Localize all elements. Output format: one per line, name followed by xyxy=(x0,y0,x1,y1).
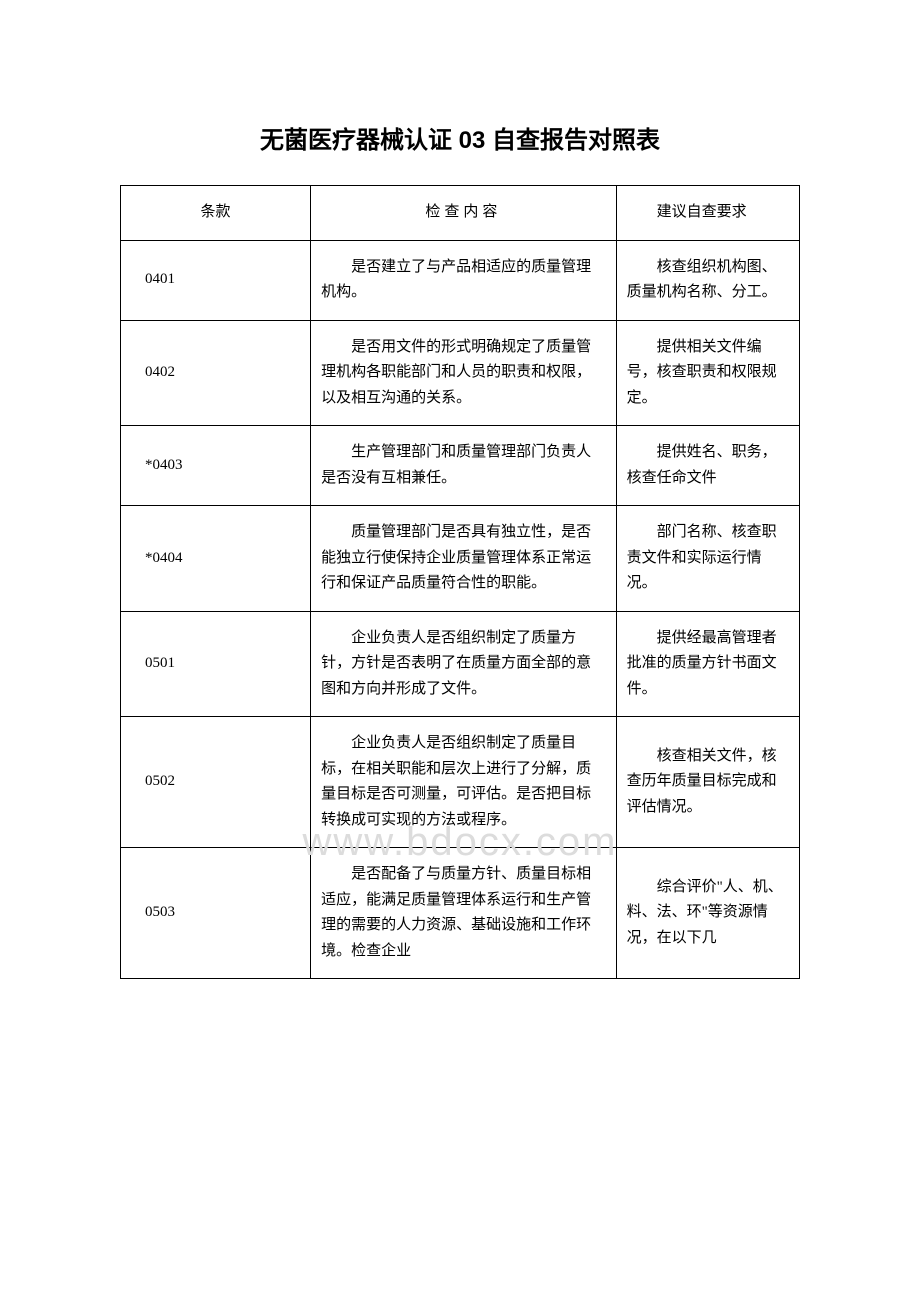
cell-requirement: 综合评价"人、机、料、法、环"等资源情况，在以下几 xyxy=(616,848,799,979)
header-content: 检查内容 xyxy=(311,186,617,241)
cell-clause: *0403 xyxy=(121,426,311,506)
table-row: 0502 企业负责人是否组织制定了质量目标，在相关职能和层次上进行了分解，质量目… xyxy=(121,717,800,848)
cell-clause: 0502 xyxy=(121,717,311,848)
cell-requirement: 核查组织机构图、质量机构名称、分工。 xyxy=(616,240,799,320)
header-clause: 条款 xyxy=(121,186,311,241)
cell-content: 是否配备了与质量方针、质量目标相适应，能满足质量管理体系运行和生产管理的需要的人… xyxy=(311,848,617,979)
cell-clause: 0501 xyxy=(121,611,311,717)
table-row: *0403 生产管理部门和质量管理部门负责人是否没有互相兼任。 提供姓名、职务，… xyxy=(121,426,800,506)
cell-requirement: 核查相关文件，核查历年质量目标完成和评估情况。 xyxy=(616,717,799,848)
cell-content: 企业负责人是否组织制定了质量方针，方针是否表明了在质量方面全部的意图和方向并形成… xyxy=(311,611,617,717)
cell-requirement: 提供相关文件编号，核查职责和权限规定。 xyxy=(616,320,799,426)
cell-content: 生产管理部门和质量管理部门负责人是否没有互相兼任。 xyxy=(311,426,617,506)
table-row: *0404 质量管理部门是否具有独立性，是否能独立行使保持企业质量管理体系正常运… xyxy=(121,506,800,612)
table-row: 0401 是否建立了与产品相适应的质量管理机构。 核查组织机构图、质量机构名称、… xyxy=(121,240,800,320)
table-row: 0503 是否配备了与质量方针、质量目标相适应，能满足质量管理体系运行和生产管理… xyxy=(121,848,800,979)
table-wrapper: www.bdocx.com 条款 检查内容 建议自查要求 0401 是否建立了与… xyxy=(120,185,800,979)
cell-content: 是否建立了与产品相适应的质量管理机构。 xyxy=(311,240,617,320)
cell-clause: *0404 xyxy=(121,506,311,612)
cell-requirement: 提供姓名、职务，核查任命文件 xyxy=(616,426,799,506)
table-row: 0501 企业负责人是否组织制定了质量方针，方针是否表明了在质量方面全部的意图和… xyxy=(121,611,800,717)
cell-content: 质量管理部门是否具有独立性，是否能独立行使保持企业质量管理体系正常运行和保证产品… xyxy=(311,506,617,612)
table-row: 0402 是否用文件的形式明确规定了质量管理机构各职能部门和人员的职责和权限，以… xyxy=(121,320,800,426)
cell-clause: 0401 xyxy=(121,240,311,320)
cell-requirement: 提供经最高管理者批准的质量方针书面文件。 xyxy=(616,611,799,717)
cell-requirement: 部门名称、核查职责文件和实际运行情况。 xyxy=(616,506,799,612)
cell-clause: 0402 xyxy=(121,320,311,426)
header-requirement: 建议自查要求 xyxy=(616,186,799,241)
comparison-table: 条款 检查内容 建议自查要求 0401 是否建立了与产品相适应的质量管理机构。 … xyxy=(120,185,800,979)
cell-content: 企业负责人是否组织制定了质量目标，在相关职能和层次上进行了分解，质量目标是否可测… xyxy=(311,717,617,848)
page-title: 无菌医疗器械认证 03 自查报告对照表 xyxy=(120,120,800,155)
cell-content: 是否用文件的形式明确规定了质量管理机构各职能部门和人员的职责和权限，以及相互沟通… xyxy=(311,320,617,426)
cell-clause: 0503 xyxy=(121,848,311,979)
table-header-row: 条款 检查内容 建议自查要求 xyxy=(121,186,800,241)
